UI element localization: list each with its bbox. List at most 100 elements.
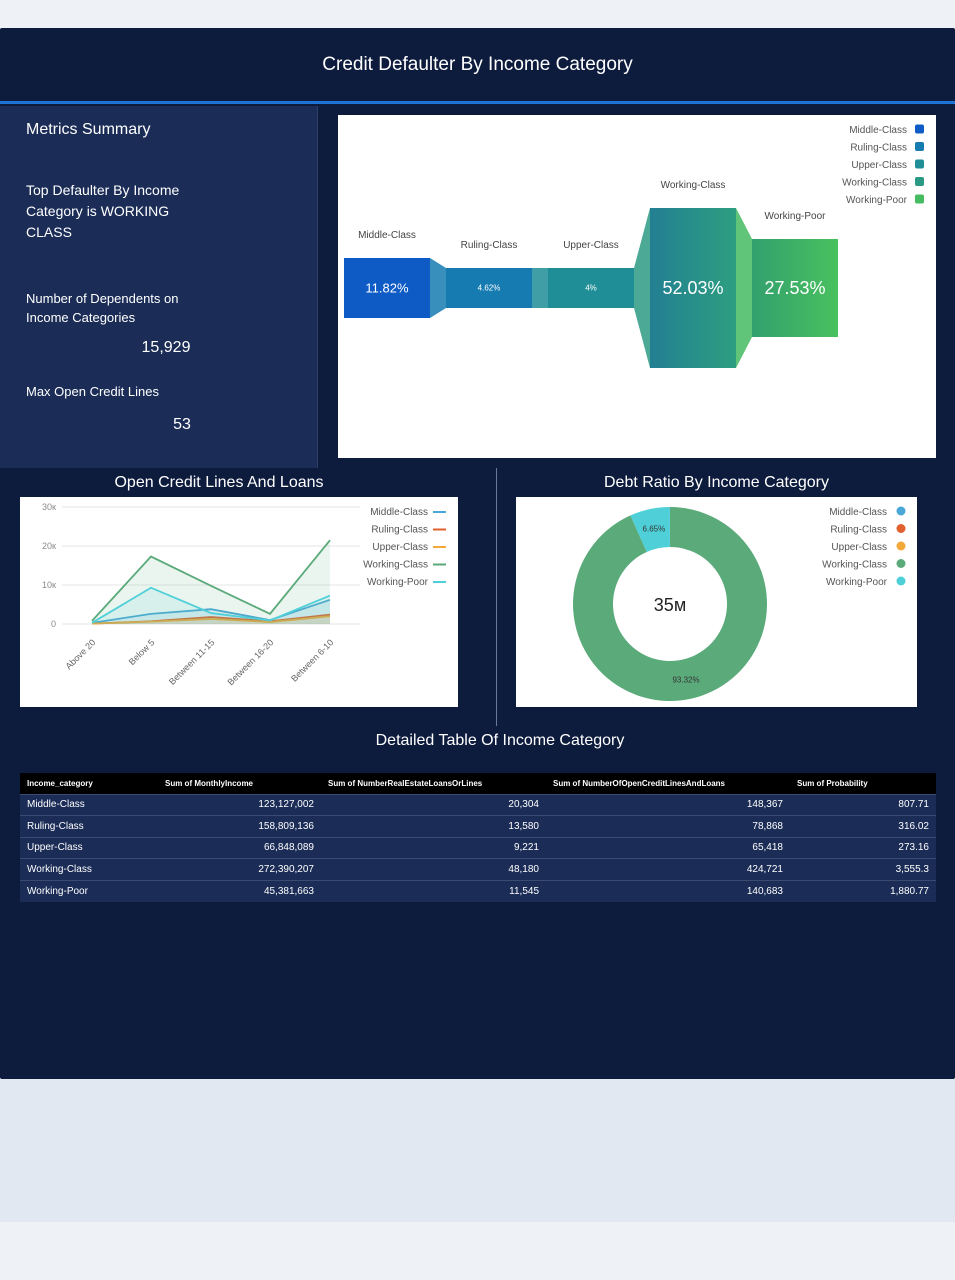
table-cell: 45,381,663 xyxy=(158,879,321,902)
y-tick-label: 10к xyxy=(42,580,56,590)
funnel-segment xyxy=(344,258,430,318)
table-title: Detailed Table Of Income Category xyxy=(375,732,625,749)
funnel-connector xyxy=(532,268,548,308)
donut-slice xyxy=(630,507,670,552)
x-tick-label: Below 5 xyxy=(127,637,157,667)
funnel-category-label: Working-Poor xyxy=(765,211,827,222)
legend-swatch xyxy=(915,159,924,169)
legend-swatch xyxy=(896,506,906,516)
x-tick-label: Between 6-10 xyxy=(289,637,335,683)
legend-swatch xyxy=(896,559,906,568)
dashboard-title: Credit Defaulter By Income Category xyxy=(322,53,633,75)
y-tick-label: 30к xyxy=(42,502,56,512)
table-cell: 1,880.77 xyxy=(790,879,936,902)
funnel-category-label: Upper-Class xyxy=(563,240,619,251)
column-header[interactable]: Sum of MonthlyIncome xyxy=(158,773,321,794)
dependents-value: 15,929 xyxy=(141,339,191,356)
funnel-value-label: 52.03% xyxy=(662,278,723,298)
table-cell: Upper-Class xyxy=(20,836,158,859)
funnel-value-label: 4.62% xyxy=(478,284,501,293)
table-cell: 48,180 xyxy=(321,858,546,880)
legend-swatch xyxy=(915,142,924,151)
funnel-segment xyxy=(548,268,634,308)
x-tick-label: Between 16-20 xyxy=(226,637,276,687)
table-cell: 9,221 xyxy=(321,836,546,859)
donut-chart-panel[interactable]: 93.32% 6.65% 35м Middle-Class Ruling-Class Up… xyxy=(516,497,917,707)
column-header[interactable]: Sum of NumberOfOpenCreditLinesAndLoans xyxy=(546,773,790,794)
funnel-category-label: Ruling-Class xyxy=(461,240,518,251)
line-chart-panel[interactable]: 0 10к 20к 30к Above 20 Below 5 Between 11-15 Be… xyxy=(20,497,458,707)
table-cell: Working-Class xyxy=(20,858,158,880)
funnel-chart-panel[interactable]: Middle-Class 11.82% Ruling-Class 4.62% Upper… xyxy=(338,115,936,458)
legend-label: Middle-Class xyxy=(849,125,907,136)
column-header[interactable]: Sum of NumberRealEstateLoansOrLines xyxy=(321,773,546,794)
legend-swatch xyxy=(896,524,906,533)
donut-slice xyxy=(573,507,767,701)
table-cell: 20,304 xyxy=(321,793,546,816)
table-cell: 148,367 xyxy=(546,793,790,816)
legend-label: Ruling-Class xyxy=(830,525,887,536)
top-defaulter-text: Top Defaulter By Income Category is WORK… xyxy=(26,182,180,240)
column-header[interactable]: Sum of Probability xyxy=(790,773,936,794)
funnel-value-label: 27.53% xyxy=(764,278,825,298)
legend-label: Working-Poor xyxy=(367,577,429,588)
donut-chart[interactable]: 93.32% 6.65% 35м Middle-Class Ruling-Class Up… xyxy=(516,497,917,707)
table-cell: 3,555.3 xyxy=(790,858,936,880)
funnel-chart[interactable]: Middle-Class 11.82% Ruling-Class 4.62% Upper… xyxy=(338,115,936,458)
table-cell: 66,848,089 xyxy=(158,836,321,859)
table-cell: 13,580 xyxy=(321,815,546,837)
legend-label: Upper-Class xyxy=(831,542,887,553)
legend-swatch xyxy=(915,124,924,134)
dependents-label: Number of Dependents on Income Categorie… xyxy=(26,291,179,325)
browser-top-strip xyxy=(0,0,955,28)
legend-label: Working-Poor xyxy=(826,577,888,588)
legend-swatch xyxy=(896,541,906,551)
table-cell: Ruling-Class xyxy=(20,815,158,837)
table-cell: 65,418 xyxy=(546,836,790,859)
legend-swatch xyxy=(896,576,906,586)
table-cell: 807.71 xyxy=(790,793,936,816)
table-cell: 273.16 xyxy=(790,836,936,859)
funnel-connector xyxy=(736,208,752,368)
metrics-title: Metrics Summary xyxy=(26,121,151,138)
table-cell: 78,868 xyxy=(546,815,790,837)
table-cell: 123,127,002 xyxy=(158,793,321,816)
section-divider xyxy=(496,468,497,726)
donut-chart-title: Debt Ratio By Income Category xyxy=(604,474,829,491)
legend-label: Middle-Class xyxy=(829,507,887,518)
table-header-row: Income_category Sum of MonthlyIncome Sum… xyxy=(20,773,936,794)
table-row[interactable]: Ruling-Class 158,809,136 13,580 78,868 3… xyxy=(20,815,936,837)
legend-label: Upper-Class xyxy=(851,160,907,171)
table-cell: Working-Poor xyxy=(20,879,158,902)
legend-label: Ruling-Class xyxy=(850,143,907,154)
y-tick-label: 0 xyxy=(51,619,56,629)
donut-center-label: 35м xyxy=(654,595,686,615)
series-area xyxy=(92,587,330,624)
max-open-credit-label: Max Open Credit Lines xyxy=(26,384,159,399)
table-row[interactable]: Middle-Class 123,127,002 20,304 148,367 … xyxy=(20,793,936,816)
legend-swatch xyxy=(915,177,924,186)
funnel-category-label: Middle-Class xyxy=(358,230,416,241)
dashboard-header: Credit Defaulter By Income Category xyxy=(0,28,955,104)
slice-label: 6.65% xyxy=(643,525,666,534)
funnel-segment xyxy=(446,268,532,308)
series-line xyxy=(91,586,331,624)
legend-label: Working-Poor xyxy=(846,195,908,206)
table-row[interactable]: Working-Class 272,390,207 48,180 424,721… xyxy=(20,858,936,880)
table-row[interactable]: Upper-Class 66,848,089 9,221 65,418 273.… xyxy=(20,836,936,859)
max-open-credit-value: 53 xyxy=(173,416,191,433)
table-row[interactable]: Working-Poor 45,381,663 11,545 140,683 1… xyxy=(20,879,936,902)
series-area xyxy=(92,599,330,624)
legend-label: Ruling-Class xyxy=(371,525,428,536)
legend-label: Upper-Class xyxy=(372,542,428,553)
table-cell: 140,683 xyxy=(546,879,790,902)
legend-label: Working-Class xyxy=(363,560,428,571)
column-header[interactable]: Income_category xyxy=(20,773,158,794)
table-cell: 316.02 xyxy=(790,815,936,837)
legend-label: Working-Class xyxy=(842,178,907,189)
series-line xyxy=(91,615,331,625)
funnel-segment xyxy=(650,208,736,368)
slice-label: 93.32% xyxy=(672,675,699,684)
dashboard: Credit Defaulter By Income Category Metr… xyxy=(0,28,955,1079)
